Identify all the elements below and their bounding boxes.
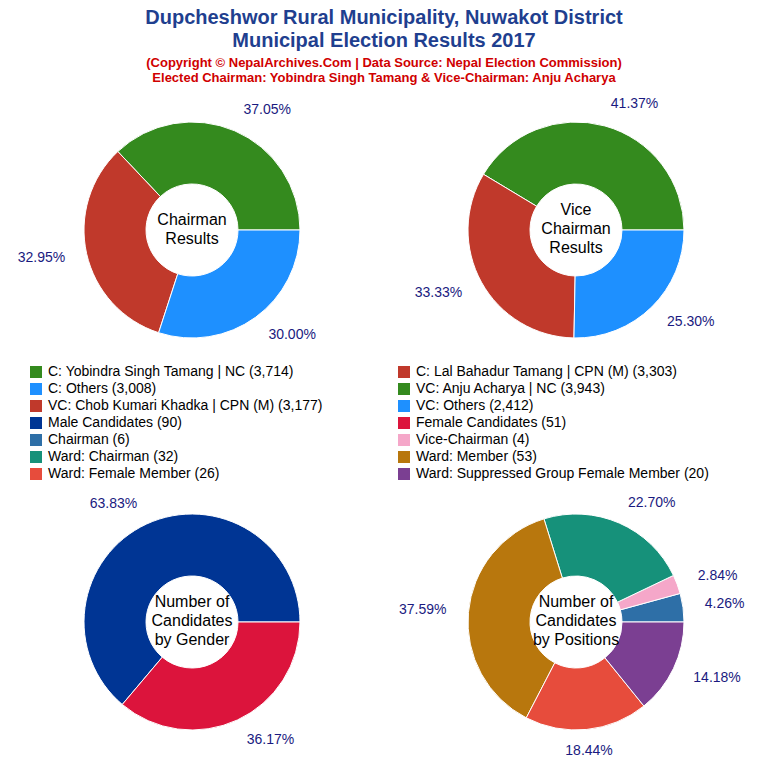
data-label: 37.59% [399, 601, 446, 617]
legend-label: C: Yobindra Singh Tamang | NC (3,714) [48, 363, 293, 379]
data-label: 14.18% [693, 669, 740, 685]
legend-swatch [30, 400, 42, 412]
data-label: 4.26% [705, 595, 745, 611]
slice [122, 622, 300, 730]
data-label: 32.95% [18, 249, 65, 265]
donut-chart: 41.37% 33.33% 25.30% Vice Chairman Results [415, 95, 715, 338]
legend-label: Male Candidates (90) [48, 414, 182, 430]
chart-center-title: Number of [155, 593, 230, 610]
legend-swatch [398, 434, 410, 446]
slice [84, 152, 178, 333]
legend-label: Ward: Member (53) [416, 448, 537, 464]
data-label: 36.17% [247, 731, 294, 747]
legend-label: Chairman (6) [48, 431, 130, 447]
subtitle: Elected Chairman: Yobindra Singh Tamang … [152, 70, 616, 85]
data-label: 25.30% [667, 313, 714, 329]
donut-chart: 63.83% 36.17% Number of Candidates by Gender [84, 495, 300, 747]
chart-center-title: Candidates [152, 612, 233, 629]
legend-label: Ward: Chairman (32) [48, 448, 178, 464]
slices [468, 122, 684, 338]
legend-label: Ward: Suppressed Group Female Member (20… [416, 465, 709, 481]
legend-swatch [30, 383, 42, 395]
data-label: 22.70% [628, 494, 675, 510]
chart-center-title: Vice [561, 201, 592, 218]
chart-center-title: by Gender [155, 631, 230, 648]
legend-label: C: Lal Bahadur Tamang | CPN (M) (3,303) [416, 363, 677, 379]
slice [544, 514, 673, 602]
slice [159, 230, 300, 338]
data-label: 2.84% [698, 567, 738, 583]
donut-chart: 37.05% 32.95% 30.00% Chairman Results [18, 101, 316, 342]
data-label: 41.37% [611, 95, 658, 111]
legend-label: Female Candidates (51) [416, 414, 566, 430]
legend-label: VC: Anju Acharya | NC (3,943) [416, 380, 605, 396]
legend-swatch [398, 451, 410, 463]
chart-canvas: Dupcheshwor Rural Municipality, Nuwakot … [0, 0, 768, 768]
chart-center-title: by Positions [533, 631, 619, 648]
slices [84, 122, 300, 338]
legend-swatch [30, 451, 42, 463]
legend-label: C: Others (3,008) [48, 380, 156, 396]
data-label: 63.83% [90, 495, 137, 511]
legend-label: VC: Others (2,412) [416, 397, 534, 413]
legend-label: VC: Chob Kumari Khadka | CPN (M) (3,177) [48, 397, 322, 413]
donut-chart: 4.26% 2.84% 22.70% 37.59% 18.44% 14.18% Number… [399, 494, 745, 758]
legend-swatch [30, 434, 42, 446]
data-label: 18.44% [565, 742, 612, 758]
legend-swatch [398, 468, 410, 480]
legend-swatch [398, 383, 410, 395]
data-label: 37.05% [243, 101, 290, 117]
legend-label: Ward: Female Member (26) [48, 465, 219, 481]
legend-swatch [30, 417, 42, 429]
chart-center-title: Chairman [157, 211, 226, 228]
slices [468, 514, 684, 730]
slices [84, 514, 300, 730]
legend-swatch [398, 366, 410, 378]
chart-center-title: Candidates [536, 612, 617, 629]
legend-swatch [30, 468, 42, 480]
legend-label: Vice-Chairman (4) [416, 431, 529, 447]
legend-swatch [398, 400, 410, 412]
chart-center-title: Number of [539, 593, 614, 610]
title: Dupcheshwor Rural Municipality, Nuwakot … [145, 6, 623, 28]
data-label: 33.33% [415, 284, 462, 300]
chart-center-title: Results [549, 239, 602, 256]
subtitle: (Copyright © NepalArchives.Com | Data So… [146, 55, 622, 70]
title: Municipal Election Results 2017 [232, 29, 535, 51]
chart-center-title: Results [165, 230, 218, 247]
legend-swatch [30, 366, 42, 378]
chart-center-title: Chairman [541, 220, 610, 237]
legend: C: Yobindra Singh Tamang | NC (3,714)C: … [30, 363, 709, 481]
data-label: 30.00% [268, 326, 315, 342]
legend-swatch [398, 417, 410, 429]
